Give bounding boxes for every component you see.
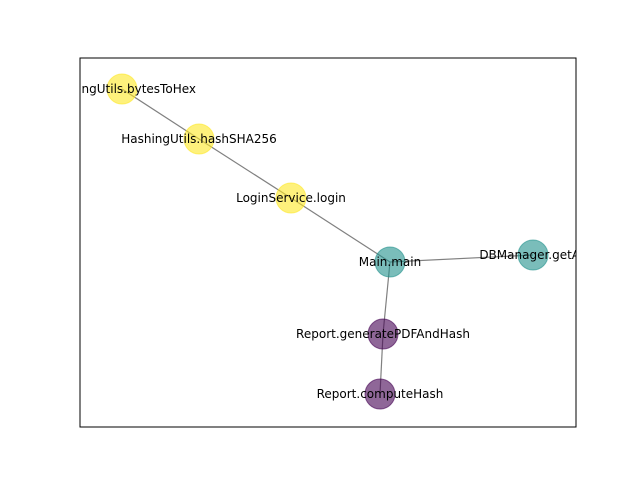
node-label-getAll: DBManager.getAll	[479, 248, 586, 262]
node-main	[374, 246, 406, 278]
axes-frame	[79, 57, 577, 428]
edge-main-getAll	[389, 254, 534, 263]
node-label-bytesToHex: HashingUtils.bytesToHex	[48, 82, 196, 96]
node-bytesToHex	[106, 73, 138, 105]
edge-login-main	[290, 197, 391, 263]
node-label-main: Main.main	[359, 255, 421, 269]
labels-layer: HashingUtils.bytesToHex HashingUtils.hash…	[48, 82, 586, 401]
node-hashSHA256	[183, 123, 215, 155]
node-label-computeHash: Report.computeHash	[317, 387, 444, 401]
node-genPDF	[367, 318, 399, 350]
node-getAll	[517, 239, 549, 271]
node-label-login: LoginService.login	[236, 191, 346, 205]
node-label-hashSHA256: HashingUtils.hashSHA256	[121, 132, 277, 146]
node-login	[275, 182, 307, 214]
node-computeHash	[364, 378, 396, 410]
node-label-genPDF: Report.generatePDFAndHash	[296, 327, 470, 341]
nodes-layer	[106, 73, 549, 410]
edge-hashSHA256-login	[198, 138, 292, 199]
